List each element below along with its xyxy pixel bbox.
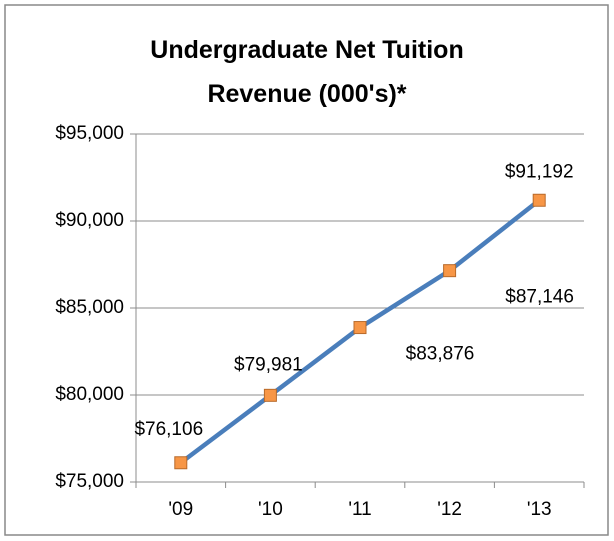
y-tick-label: $75,000 — [55, 471, 124, 492]
y-tick-label: $80,000 — [55, 384, 124, 405]
data-label: $76,106 — [134, 419, 203, 440]
x-tick-label: '10 — [258, 499, 283, 520]
data-label: $79,981 — [234, 354, 303, 375]
marker — [443, 264, 457, 278]
y-tick-label: $85,000 — [55, 297, 124, 318]
y-tick-label: $90,000 — [55, 210, 124, 231]
data-label: $87,146 — [505, 287, 574, 308]
y-tick-label: $95,000 — [55, 123, 124, 144]
data-label: $83,876 — [406, 344, 475, 365]
x-tick-label: '13 — [527, 499, 552, 520]
x-tick-label: '12 — [437, 499, 462, 520]
marker — [263, 388, 277, 402]
x-tick-label: '09 — [168, 499, 193, 520]
chart-title: Undergraduate Net Tuition Revenue (000's… — [150, 36, 464, 108]
chart-border — [4, 4, 609, 536]
marker — [353, 321, 367, 335]
marker — [174, 456, 188, 470]
x-tick-label: '11 — [348, 499, 371, 520]
data-label: $91,192 — [505, 161, 574, 182]
marker — [532, 193, 546, 207]
